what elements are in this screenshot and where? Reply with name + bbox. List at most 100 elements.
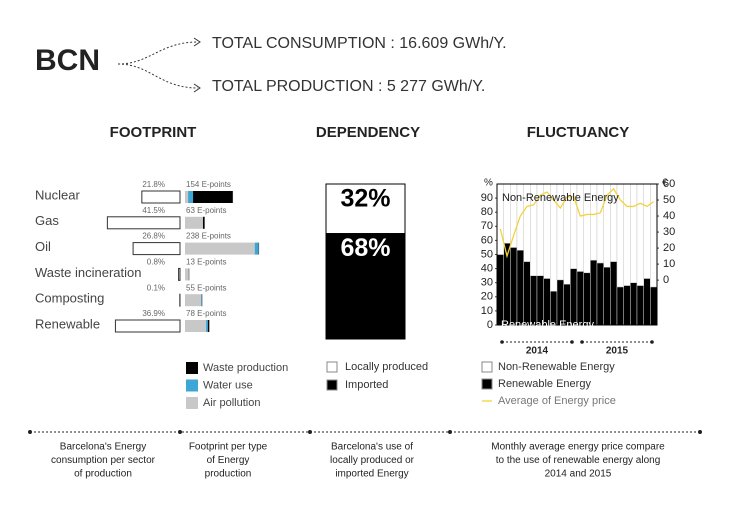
legend-swatch	[186, 397, 198, 409]
bar	[576, 271, 584, 326]
y2-tick-label: 50	[663, 194, 675, 206]
y-tick-label: 50	[481, 248, 493, 260]
category-label: Gas	[35, 213, 59, 228]
footprint-segment	[185, 242, 255, 255]
category-label: Renewable	[35, 316, 100, 331]
y-tick-label: 20	[481, 291, 493, 303]
group-dot	[580, 340, 584, 344]
group-label: 2015	[606, 346, 629, 357]
plot-frame	[496, 183, 658, 326]
legend-label: Air pollution	[203, 397, 260, 409]
bar	[596, 262, 604, 326]
bar	[650, 286, 658, 326]
share-bar	[178, 267, 181, 281]
legend-swatch	[186, 379, 198, 392]
legend-swatch	[186, 362, 198, 374]
bar	[643, 278, 651, 326]
value-label: 32%	[340, 185, 390, 213]
caption: Monthly average energy price compare	[491, 442, 665, 453]
y-tick-label: 90	[481, 192, 493, 204]
bar	[523, 261, 531, 326]
legend-swatch	[326, 379, 338, 391]
caption: locally produced or	[330, 455, 415, 466]
bar	[623, 285, 631, 326]
group-dot	[500, 340, 504, 344]
price-line	[499, 187, 655, 259]
footprint-segment	[185, 320, 207, 332]
share-label: 21.8%	[142, 180, 165, 189]
caption: of Energy	[207, 455, 250, 466]
bar	[636, 285, 644, 326]
footprint-segment	[185, 268, 190, 281]
legend-label: Renewable Energy	[498, 378, 591, 390]
caption: 2014 and 2015	[545, 469, 612, 480]
arrows	[117, 41, 199, 89]
category-label: Waste incineration	[35, 265, 141, 280]
section-title: FOOTPRINT	[110, 124, 197, 141]
legend-label: Water use	[203, 379, 253, 391]
bar	[630, 183, 638, 283]
bar	[516, 250, 524, 326]
group-dot	[570, 340, 574, 344]
y2-tick-label: 30	[663, 226, 675, 238]
bar	[616, 286, 624, 326]
legend-swatch	[481, 361, 493, 373]
epoints-label: 154 E-points	[186, 180, 231, 189]
footprint-segment	[207, 320, 210, 332]
footprint-segment	[254, 242, 259, 255]
legend-swatch	[326, 361, 338, 373]
footprint-segment	[206, 320, 208, 332]
share-label: 36.9%	[142, 309, 165, 318]
caption: to the use of renewable energy along	[496, 455, 661, 466]
caption: consumption per sector	[51, 455, 156, 466]
caption: of production	[74, 469, 132, 480]
bar	[650, 183, 658, 288]
category-label: Composting	[35, 291, 104, 306]
footprint-segment	[185, 294, 202, 307]
footprint-segment	[193, 191, 233, 203]
legend-label: Imported	[345, 379, 388, 391]
y2-tick-label: 40	[663, 210, 675, 222]
timeline-dots	[28, 430, 702, 434]
consumption: TOTAL CONSUMPTION : 16.609 GWh/Y.	[212, 35, 507, 52]
footprint-segment	[185, 216, 203, 229]
group-label: 2014	[526, 346, 549, 357]
share-label: 41.5%	[142, 206, 165, 215]
epoints-label: 78 E-points	[186, 309, 226, 318]
bar	[630, 282, 638, 326]
category-label: Nuclear	[35, 187, 80, 202]
caption: imported Energy	[335, 469, 408, 480]
y2-axis-label: €	[662, 178, 668, 189]
y-tick-label: 80	[481, 206, 493, 218]
section-title: DEPENDENCY	[316, 124, 420, 141]
share-bar	[106, 216, 181, 230]
footprint-segment	[202, 216, 205, 229]
footprint-segment	[188, 191, 194, 203]
page-title: BCN	[35, 44, 100, 77]
bar	[636, 183, 644, 286]
bar	[603, 266, 611, 326]
bar	[510, 247, 518, 326]
share-label: 0.8%	[147, 258, 165, 267]
caption: production	[205, 469, 252, 480]
category-label: Oil	[35, 239, 51, 254]
epoints-label: 63 E-points	[186, 206, 226, 215]
legend-swatch	[481, 378, 493, 390]
value-label: 68%	[340, 234, 390, 262]
share-label: 0.1%	[147, 283, 165, 292]
y2-tick-label: 0	[663, 274, 669, 286]
y2-tick-label: 60	[663, 178, 675, 190]
epoints-label: 55 E-points	[186, 283, 226, 292]
bar	[530, 275, 538, 326]
y2-tick-label: 10	[663, 258, 675, 270]
bar	[496, 254, 504, 326]
legend-label: Non-Renewable Energy	[498, 361, 615, 373]
arrow-heads	[193, 37, 201, 93]
epoints-label: 13 E-points	[186, 258, 226, 267]
caption: Barcelona's Energy	[60, 442, 146, 453]
y-tick-label: 10	[481, 305, 493, 317]
legend-label: Locally produced	[345, 361, 428, 373]
y-tick-label: 40	[481, 263, 493, 275]
share-bar	[132, 242, 181, 256]
